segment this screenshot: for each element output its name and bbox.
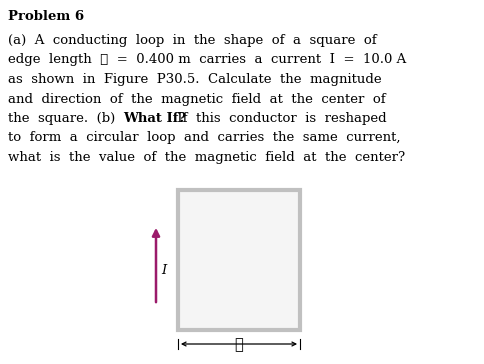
Text: (a)  A  conducting  loop  in  the  shape  of  a  square  of: (a) A conducting loop in the shape of a … xyxy=(8,34,377,47)
Text: ℓ: ℓ xyxy=(235,338,243,352)
Text: I: I xyxy=(161,264,166,277)
Text: edge  length  ℓ  =  0.400 m  carries  a  current  I  =  10.0 A: edge length ℓ = 0.400 m carries a curren… xyxy=(8,54,406,67)
Text: and  direction  of  the  magnetic  field  at  the  center  of: and direction of the magnetic field at t… xyxy=(8,92,386,106)
Bar xyxy=(178,190,300,330)
Text: Problem 6: Problem 6 xyxy=(8,10,84,23)
Text: If  this  conductor  is  reshaped: If this conductor is reshaped xyxy=(173,112,387,125)
Text: as  shown  in  Figure  P30.5.  Calculate  the  magnitude: as shown in Figure P30.5. Calculate the … xyxy=(8,73,381,86)
Text: what  is  the  value  of  the  magnetic  field  at  the  center?: what is the value of the magnetic field … xyxy=(8,151,405,164)
Text: What If?: What If? xyxy=(123,112,186,125)
Text: the  square.  (b): the square. (b) xyxy=(8,112,120,125)
Text: to  form  a  circular  loop  and  carries  the  same  current,: to form a circular loop and carries the … xyxy=(8,131,400,145)
